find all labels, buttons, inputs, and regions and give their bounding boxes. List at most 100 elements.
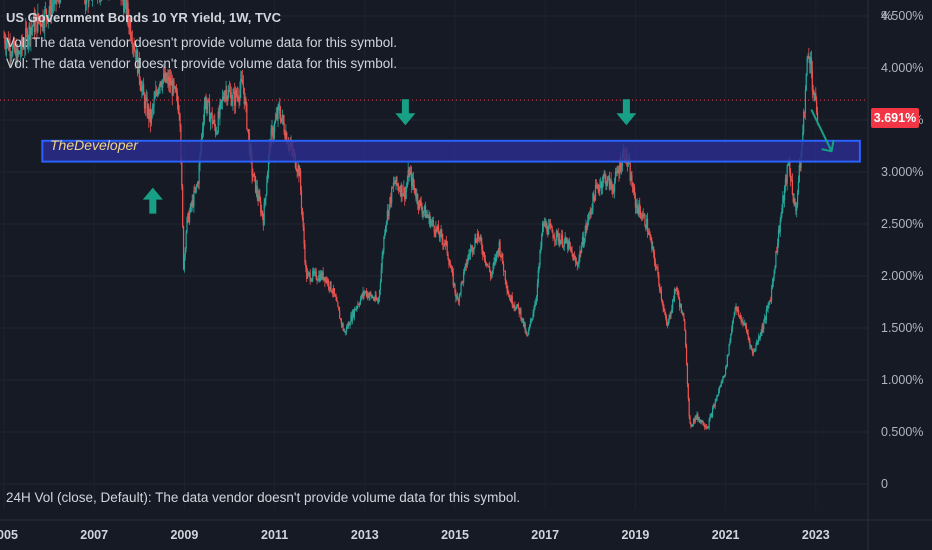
volume-24h-legend[interactable]: 24H Vol (close, Default): The data vendo… [6,490,521,505]
candle-body [528,328,530,335]
candle-body [643,214,645,216]
candle-body [725,367,727,375]
candle-body [561,235,563,241]
candle-body [463,272,465,283]
candle-body [450,265,452,269]
candle-body [59,0,61,2]
candle-body [52,4,55,6]
candle-body [743,324,745,326]
candle-body [415,194,417,199]
candle-body [497,250,499,254]
candle-body [270,128,272,147]
candle-body [137,57,140,74]
candle-body [749,340,751,347]
candle-body [688,398,690,417]
candle-body [804,90,806,113]
candle-body [365,291,368,297]
candle-body [439,230,441,238]
candle-body [755,344,757,350]
candle-body [751,345,753,350]
candle-body [313,271,316,274]
candle-body [809,56,811,64]
candle-body [559,238,561,245]
candle-body [588,213,591,215]
candle-body [355,307,357,311]
candle-body [458,294,460,302]
candle-body [509,298,512,302]
candle-body [735,306,737,308]
candle-body [260,210,263,213]
candle-body [635,203,637,208]
candle-body [679,304,682,308]
candle-body [364,291,366,295]
x-tick-label: 2021 [712,528,740,542]
volume-legend-2[interactable]: Vol: The data vendor doesn't provide vol… [6,56,398,71]
candle-body [744,323,747,326]
candle-body [594,184,597,201]
time-axis[interactable]: 2005 2007 2009 2011 2013 2015 2017 2019 2021 2023 [0,528,830,542]
candle-body [43,26,45,29]
candle-body [393,182,395,184]
candle-body [15,48,17,65]
candle-body [541,234,543,247]
candle-body [633,187,636,195]
candle-body [606,183,608,187]
candle-body [587,221,589,228]
candle-body [152,106,154,109]
candle-body [491,270,493,275]
candle-body [227,96,229,101]
candle-body [224,91,226,100]
candle-body [374,295,376,300]
candle-body [126,2,128,15]
candle-body [514,305,516,308]
candle-body [765,309,767,320]
candle-body [591,210,593,211]
candle-body [696,414,698,418]
candle-body [656,267,658,269]
candle-body [358,304,360,306]
candle-body [279,105,281,115]
candle-body [731,321,734,330]
candle-body [261,210,264,218]
candle-body [149,109,151,120]
candle-body [759,335,761,339]
candle-body [793,198,795,203]
candle-body [229,91,231,93]
candle-body [646,218,649,233]
candle-body [659,283,661,291]
candle-body [299,170,301,177]
candle-body [341,323,343,325]
candle-body [796,205,798,211]
candle-body [39,20,42,26]
candle-body [455,292,457,298]
candle-body [710,414,712,417]
candle-body [715,400,717,402]
candle-body [540,246,542,251]
candle-body [17,48,19,55]
chart-title[interactable]: US Government Bonds 10 YR Yield, 1W, TVC [6,10,281,25]
candle-body [739,315,741,317]
candle-body [47,15,49,22]
candle-body [210,112,212,116]
volume-legend-1[interactable]: Vol: The data vendor doesn't provide vol… [6,35,398,50]
candle-body [271,127,273,129]
candle-body [509,297,511,299]
candle-body [253,173,255,177]
candle-body [711,414,713,417]
candle-body [221,96,224,101]
candle-body [351,315,353,321]
candle-body [34,19,36,32]
candle-body [486,264,488,266]
candle-body [306,273,309,279]
candle-body [685,346,688,364]
candle-body [390,197,392,204]
candle-body [726,354,728,367]
candle-body [426,214,428,217]
candle-body [512,305,514,307]
candle-body [424,205,427,218]
candle-body [198,164,200,184]
candle-body [176,93,179,104]
candle-body [323,277,325,280]
candle-body [11,55,13,57]
